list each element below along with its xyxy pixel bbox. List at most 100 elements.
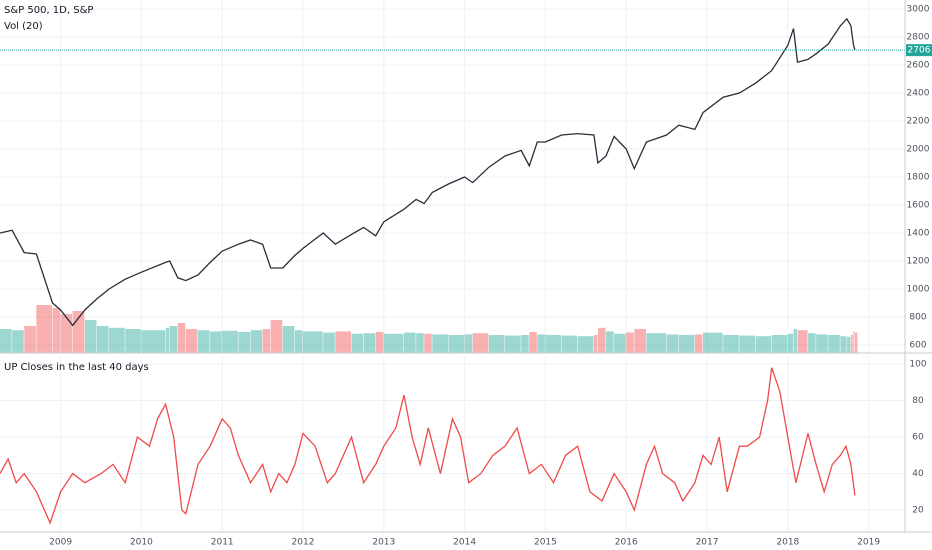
- volume-bar: [432, 334, 448, 353]
- volume-bar: [846, 336, 851, 353]
- volume-bar: [521, 335, 529, 353]
- volume-bar: [723, 335, 739, 353]
- volume-bar: [739, 335, 756, 353]
- series-line: [0, 17, 856, 327]
- volume-bar: [294, 330, 303, 353]
- volume-bar: [614, 333, 626, 353]
- last-price-label: 2706: [908, 46, 931, 56]
- volume-bar: [646, 333, 667, 353]
- volume-bar: [12, 330, 24, 353]
- volume-bar: [60, 314, 73, 353]
- volume-bar: [606, 331, 614, 353]
- volume-bar: [222, 330, 238, 353]
- grid: [0, 0, 905, 532]
- volume-bar: [363, 333, 376, 353]
- x-tick-label: 2013: [372, 538, 395, 548]
- y-tick-label: 100: [909, 360, 926, 370]
- volume-bar: [177, 323, 186, 353]
- volume-bar: [448, 335, 465, 353]
- volume-bar: [375, 332, 384, 353]
- volume-bar: [464, 334, 473, 353]
- marks: [0, 17, 905, 525]
- volume-bar: [282, 326, 295, 353]
- y-tick-label: 1400: [907, 228, 930, 238]
- volume-label: Vol (20): [4, 21, 43, 32]
- y-tick-label: 80: [912, 396, 924, 406]
- volume-bar: [678, 335, 695, 353]
- volume-bar: [335, 331, 351, 353]
- volume-bar: [52, 308, 61, 353]
- indicator-title: UP Closes in the last 40 days: [4, 362, 149, 373]
- volume-bar: [197, 330, 210, 353]
- x-tick-label: 2012: [292, 538, 315, 548]
- y-tick-label: 20: [912, 506, 924, 516]
- volume-bar: [793, 329, 798, 353]
- volume-bar: [185, 329, 198, 353]
- y-tick-label: 2000: [907, 144, 930, 154]
- volume-bar: [808, 333, 816, 353]
- volume-bar: [0, 329, 12, 353]
- volume-bar: [383, 333, 404, 353]
- y-tick-label: 2200: [907, 116, 930, 126]
- volume-bar: [169, 326, 178, 353]
- volume-bar: [165, 327, 170, 353]
- volume-bar: [561, 335, 578, 353]
- last-price-box: [906, 44, 932, 57]
- y-tick-label: 1800: [907, 172, 930, 182]
- y-tick-label: 40: [912, 469, 924, 479]
- volume-bar: [816, 334, 828, 353]
- volume-bar: [702, 332, 723, 353]
- x-tick-label: 2019: [857, 538, 880, 548]
- volume-bar: [787, 333, 793, 353]
- volume-bar: [262, 329, 271, 353]
- volume-bar: [96, 326, 109, 353]
- volume-bar: [797, 330, 808, 353]
- series-line: [0, 367, 856, 525]
- volume-bar: [72, 311, 85, 353]
- y-tick-label: 800: [909, 313, 926, 323]
- x-tick-label: 2011: [211, 538, 234, 548]
- volume-bar: [828, 335, 840, 353]
- x-tick-label: 2017: [696, 538, 719, 548]
- y-tick-label: 2400: [907, 88, 930, 98]
- volume-bar: [488, 335, 505, 353]
- y-tick-label: 1600: [907, 200, 930, 210]
- volume-bar: [416, 333, 424, 353]
- y-tick-label: 60: [912, 433, 924, 443]
- x-tick-label: 2010: [130, 538, 153, 548]
- x-tick-label: 2009: [49, 538, 72, 548]
- y-tick-label: 1200: [907, 257, 930, 267]
- volume-bar: [597, 327, 606, 353]
- volume-bar: [850, 335, 853, 353]
- volume-bar: [210, 331, 222, 353]
- volume-bar: [634, 329, 646, 353]
- volume-bar: [593, 335, 598, 353]
- volume-bar: [351, 333, 364, 353]
- y-tick-label: 3000: [907, 4, 930, 14]
- y-tick-label: 1000: [907, 285, 930, 295]
- volume-bar: [424, 333, 432, 353]
- x-tick-label: 2016: [615, 538, 638, 548]
- volume-bar: [84, 320, 97, 353]
- volume-bar: [666, 334, 679, 353]
- volume-bar: [238, 332, 250, 353]
- volume-bar: [36, 305, 53, 353]
- y-tick-label: 600: [909, 341, 926, 351]
- volume-bar: [323, 332, 335, 353]
- y-tick-label: 2600: [907, 60, 930, 70]
- volume-bar: [109, 327, 125, 353]
- volume-bar: [250, 330, 263, 353]
- volume-bar: [529, 332, 537, 353]
- y-tick-label: 2800: [907, 32, 930, 42]
- volume-bar: [303, 331, 323, 353]
- volume-bar: [840, 336, 847, 353]
- volume-bar: [472, 333, 489, 353]
- volume-bar: [755, 336, 772, 353]
- volume-bar: [577, 336, 594, 353]
- labels: 2009 2010 2011 2012 2013 2014 2015 2016 2017 2018…: [49, 4, 932, 548]
- volume-bar: [853, 331, 855, 353]
- volume-bar: [537, 334, 545, 353]
- x-tick-label: 2015: [534, 538, 557, 548]
